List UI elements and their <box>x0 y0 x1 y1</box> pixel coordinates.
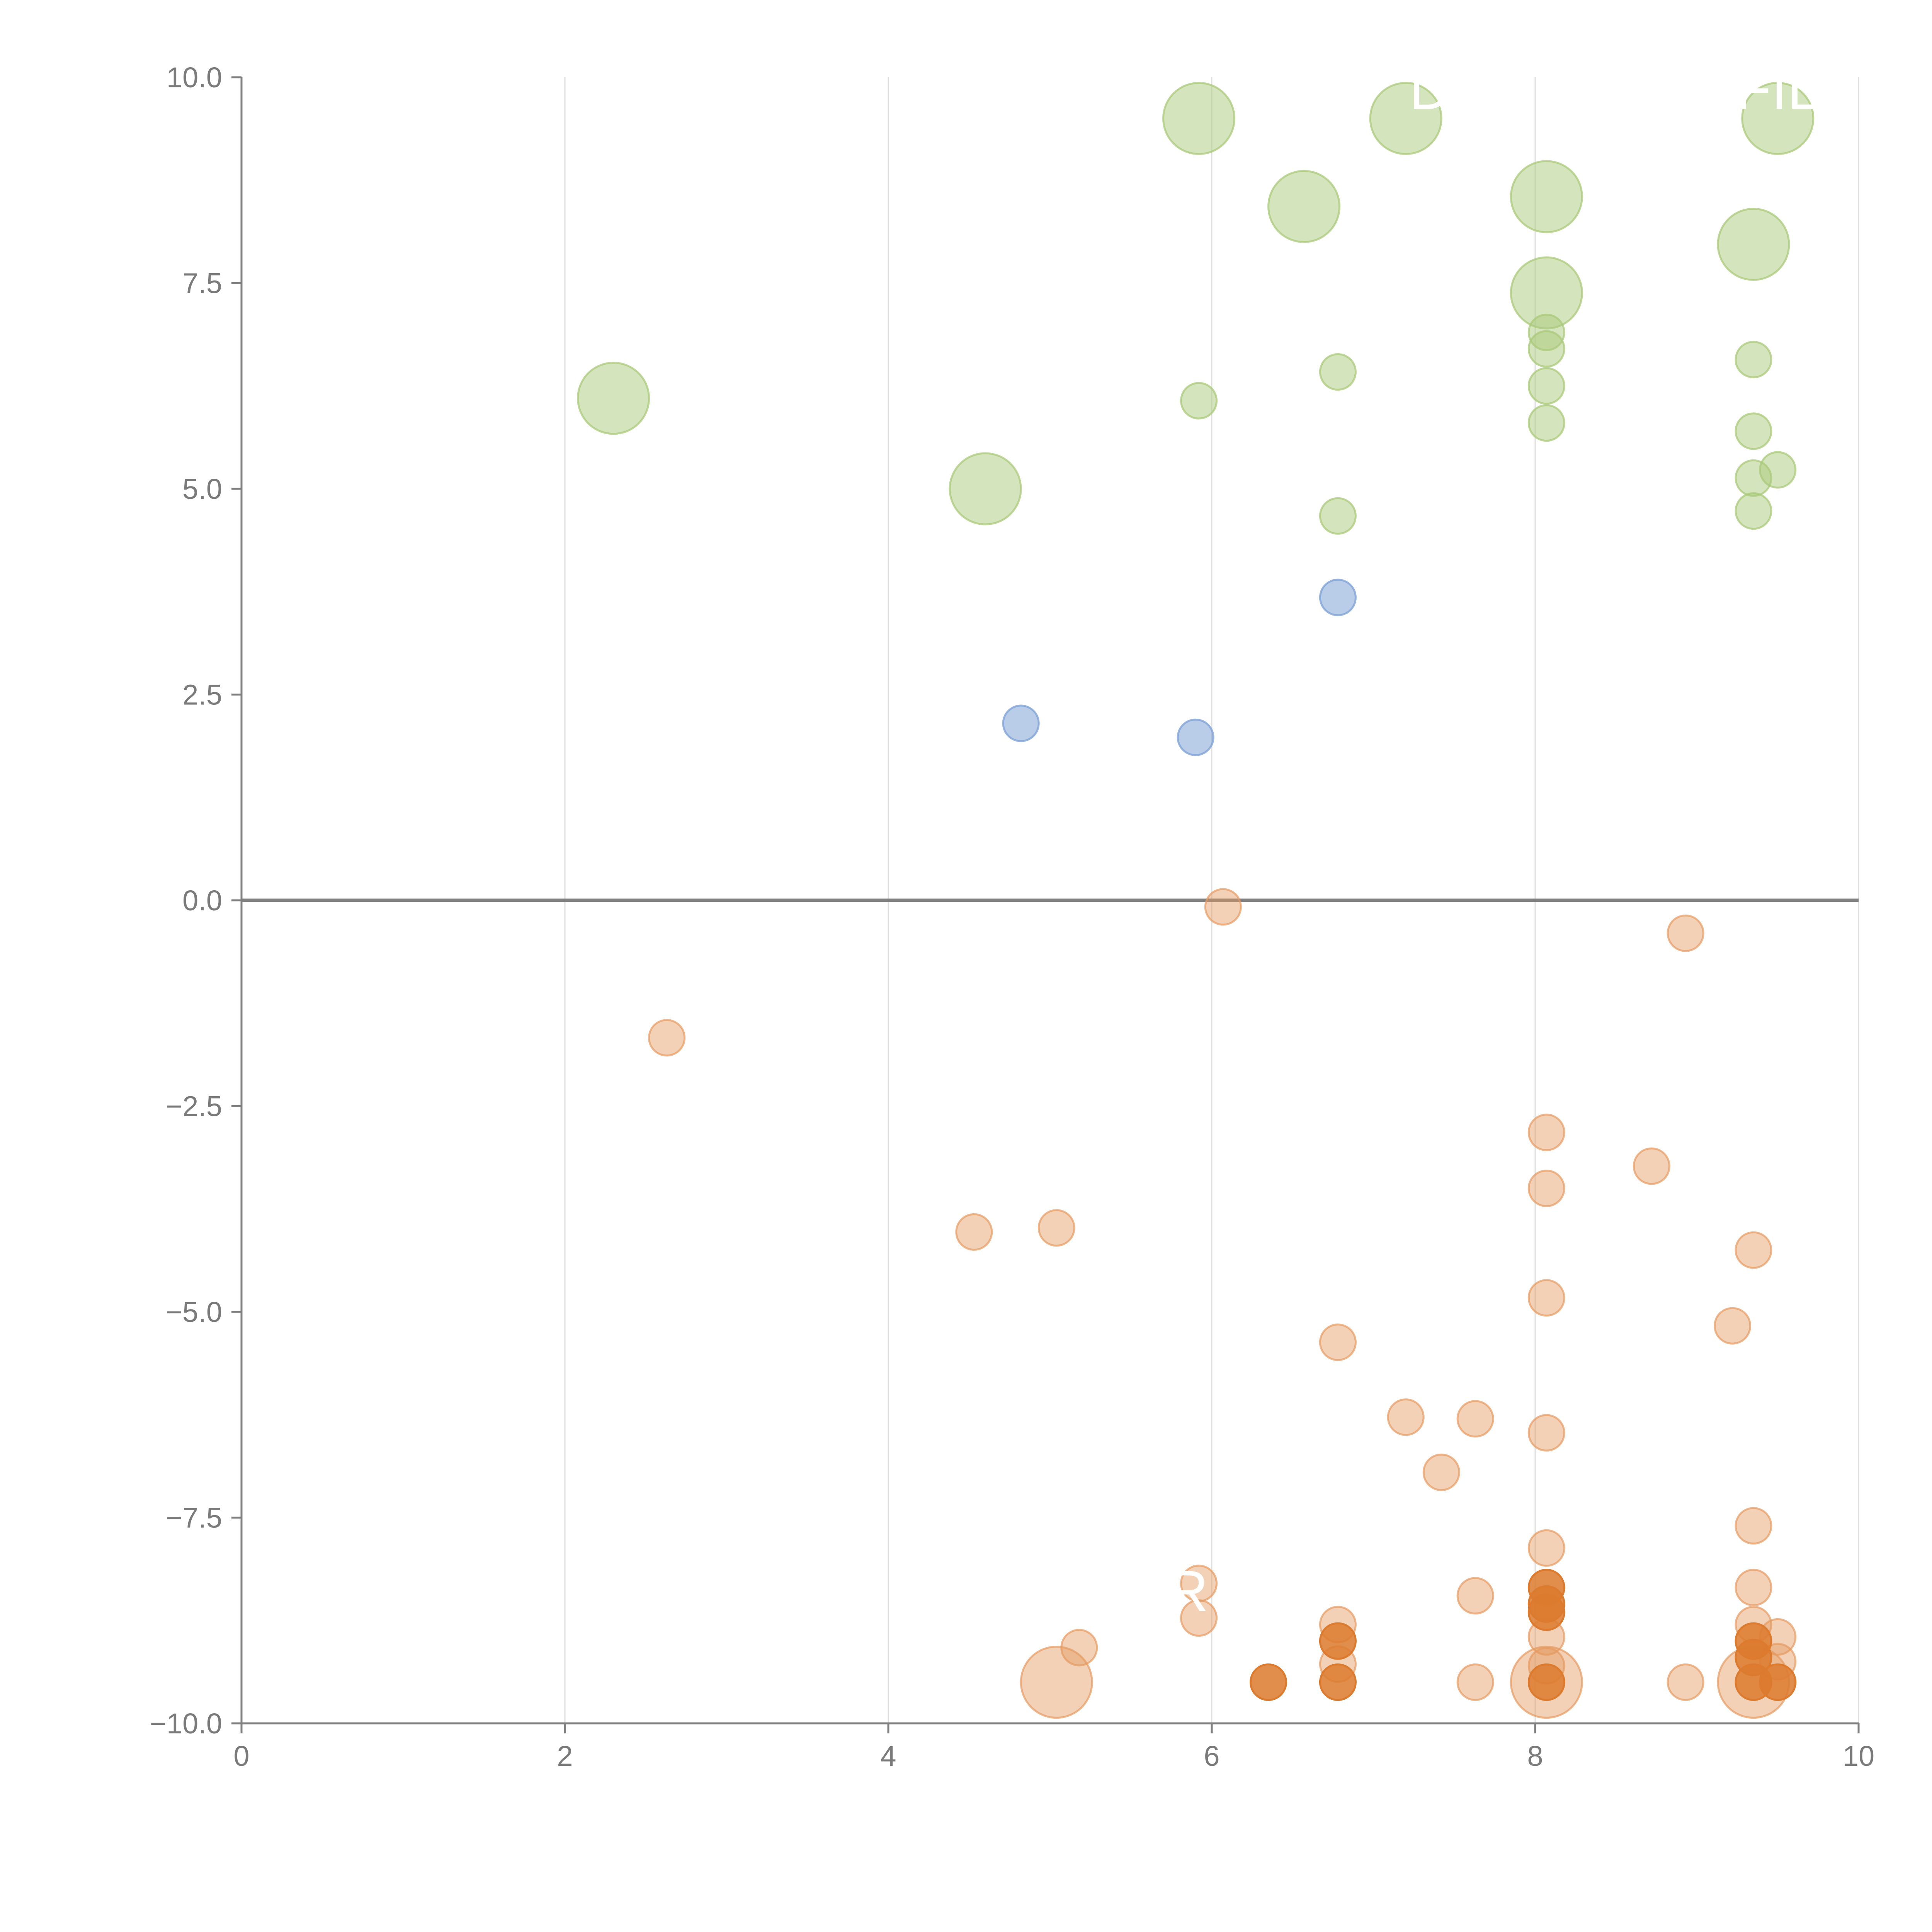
x-tick-label-2: 4 <box>880 1740 896 1772</box>
x-tick-label-1: 2 <box>557 1740 573 1772</box>
point-green-12 <box>1735 341 1772 379</box>
point-orange-dark-2 <box>1527 1593 1565 1631</box>
x-tick-label-5: 10 <box>1843 1740 1874 1772</box>
x-tick-label-4: 8 <box>1527 1740 1543 1772</box>
annotation-0: D <box>1409 56 1451 121</box>
y-tick-label-3: 2.5 <box>182 679 222 711</box>
point-green-8 <box>949 452 1022 526</box>
point-green-4 <box>1510 160 1583 233</box>
point-orange-3 <box>1527 1114 1565 1151</box>
point-green-13 <box>1527 367 1565 405</box>
x-tick-label-0: 0 <box>233 1740 249 1772</box>
x-tick-label-3: 6 <box>1204 1740 1219 1772</box>
point-green-16 <box>1735 412 1772 450</box>
point-orange-11 <box>1319 1323 1357 1361</box>
points-layer <box>577 82 1815 1719</box>
y-tick-label-1: 7.5 <box>182 267 222 299</box>
point-orange-12 <box>1387 1398 1425 1436</box>
point-green-11 <box>1319 353 1357 391</box>
point-green-20 <box>1319 497 1357 535</box>
point-orange-dark-3 <box>1319 1622 1357 1660</box>
point-green-19 <box>1735 492 1772 530</box>
point-orange-dark-7 <box>1319 1663 1357 1701</box>
point-blue-1 <box>1002 704 1040 742</box>
point-orange-17 <box>1527 1529 1565 1567</box>
annotation-layer: D FIL R <box>1167 56 1820 1623</box>
y-tick-label-7: −7.5 <box>166 1502 222 1534</box>
point-green-3 <box>1267 170 1341 243</box>
point-orange-4 <box>1633 1147 1670 1185</box>
point-blue-0 <box>1319 578 1357 616</box>
point-green-2 <box>1741 82 1815 155</box>
point-green-1 <box>1369 82 1442 155</box>
annotation-2: R <box>1167 1558 1208 1623</box>
point-orange-9 <box>1527 1279 1565 1317</box>
point-orange-dark-8 <box>1527 1663 1565 1701</box>
point-orange-18 <box>1180 1565 1218 1602</box>
point-orange-29 <box>1020 1646 1093 1719</box>
point-orange-19 <box>1735 1569 1772 1607</box>
point-orange-5 <box>1527 1170 1565 1207</box>
y-tick-label-6: −5.0 <box>166 1296 222 1328</box>
axis-layer: 0 2 4 6 8 10 10.0 7.5 5.0 2.5 0.0 −2.5 −5.0 −7.5 −10.0 <box>150 61 1874 1772</box>
point-orange-33 <box>1667 1663 1704 1701</box>
point-orange-20 <box>1456 1577 1494 1615</box>
point-orange-1 <box>1667 914 1704 952</box>
point-green-5 <box>1717 207 1790 281</box>
y-tick-label-8: −10.0 <box>150 1708 222 1740</box>
point-orange-7 <box>1037 1209 1075 1247</box>
point-green-0 <box>1162 82 1236 155</box>
point-green-18 <box>1735 459 1772 497</box>
point-orange-21 <box>1180 1599 1218 1637</box>
point-green-7 <box>577 362 650 435</box>
y-tick-label-5: −2.5 <box>166 1090 222 1122</box>
point-orange-16 <box>1735 1507 1772 1545</box>
point-green-15 <box>1527 404 1565 442</box>
point-orange-32 <box>1456 1663 1494 1701</box>
point-orange-15 <box>1422 1453 1460 1491</box>
point-orange-2 <box>648 1019 686 1057</box>
point-orange-8 <box>1735 1231 1772 1269</box>
point-orange-dark-6 <box>1249 1663 1287 1701</box>
point-orange-6 <box>955 1213 993 1251</box>
point-orange-13 <box>1456 1400 1494 1438</box>
point-orange-14 <box>1527 1414 1565 1452</box>
y-tick-label-2: 5.0 <box>182 473 222 505</box>
point-orange-0 <box>1204 888 1242 926</box>
point-orange-dark-10 <box>1759 1663 1797 1701</box>
point-green-14 <box>1180 382 1218 420</box>
point-blue-2 <box>1177 718 1214 756</box>
point-orange-10 <box>1714 1307 1752 1345</box>
annotation-1: FIL <box>1736 56 1820 121</box>
point-green-10 <box>1527 330 1565 368</box>
y-tick-label-4: 0.0 <box>182 884 222 917</box>
y-tick-label-0: 10.0 <box>167 61 222 94</box>
